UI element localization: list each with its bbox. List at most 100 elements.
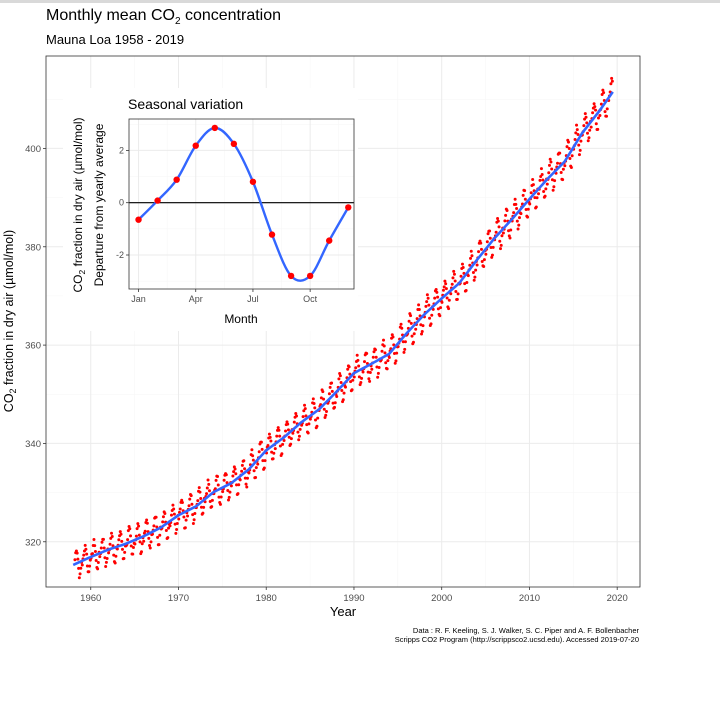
monthly-co2-point (474, 268, 478, 272)
monthly-co2-point (549, 160, 553, 164)
monthly-co2-point (129, 544, 133, 548)
monthly-co2-point (553, 179, 557, 183)
monthly-co2-point (403, 340, 407, 344)
monthly-co2-point (143, 529, 147, 533)
top-border (0, 0, 720, 3)
monthly-co2-point (587, 136, 591, 140)
seasonal-point (211, 124, 219, 132)
monthly-co2-point (488, 236, 492, 240)
monthly-co2-point (117, 538, 121, 542)
monthly-co2-point (498, 247, 502, 251)
monthly-co2-point (603, 110, 607, 114)
monthly-co2-point (247, 471, 251, 475)
monthly-co2-point (161, 515, 165, 519)
main-x-tick-label: 1990 (343, 593, 364, 604)
monthly-co2-point (112, 553, 116, 557)
monthly-co2-point (191, 522, 195, 526)
monthly-co2-point (529, 191, 533, 195)
monthly-co2-point (172, 507, 176, 511)
monthly-co2-point (105, 556, 109, 560)
monthly-co2-point (102, 546, 106, 550)
monthly-co2-point (251, 454, 255, 458)
monthly-co2-point (596, 116, 600, 120)
monthly-co2-point (515, 219, 519, 223)
monthly-co2-point (505, 209, 509, 213)
inset-x-tick-label: Oct (303, 294, 318, 304)
monthly-co2-point (243, 467, 247, 471)
monthly-co2-point (421, 324, 425, 328)
monthly-co2-point (168, 524, 172, 528)
monthly-co2-point (289, 437, 293, 441)
monthly-co2-point (82, 553, 86, 557)
main-y-tick-label: 320 (25, 537, 41, 548)
monthly-co2-point (390, 333, 394, 337)
monthly-co2-point (259, 440, 263, 444)
monthly-co2-point (489, 245, 493, 249)
monthly-co2-point (85, 564, 89, 568)
inset-plot-border (128, 118, 355, 290)
monthly-co2-point (137, 524, 141, 528)
monthly-co2-point (544, 187, 548, 191)
monthly-co2-point (276, 426, 280, 430)
monthly-co2-point (471, 271, 475, 275)
inset-y-tick-label: 2 (119, 145, 124, 155)
monthly-co2-point (180, 501, 184, 505)
main-x-tick-label: 2020 (607, 593, 628, 604)
main-x-tick-label: 1970 (168, 593, 189, 604)
monthly-co2-point (218, 502, 222, 506)
monthly-co2-point (598, 114, 602, 118)
monthly-co2-point (537, 192, 541, 196)
monthly-co2-point (167, 526, 171, 530)
monthly-co2-point (605, 107, 609, 111)
monthly-co2-point (382, 338, 386, 342)
monthly-co2-point (277, 428, 281, 432)
seasonal-point (154, 197, 161, 204)
monthly-co2-point (346, 367, 350, 371)
monthly-co2-point (231, 474, 235, 478)
monthly-co2-point (113, 561, 117, 565)
monthly-co2-point (163, 512, 167, 515)
monthly-co2-point (333, 401, 337, 405)
inset-y-tick-label: -2 (116, 250, 124, 260)
monthly-co2-point (131, 546, 135, 550)
monthly-co2-point (496, 217, 500, 220)
monthly-co2-point (242, 459, 246, 463)
monthly-co2-point (531, 178, 535, 182)
monthly-co2-point (322, 397, 326, 401)
monthly-co2-point (282, 439, 286, 443)
monthly-co2-point (145, 518, 149, 522)
monthly-co2-point (135, 527, 139, 531)
monthly-co2-point (356, 358, 360, 362)
monthly-co2-point (417, 308, 421, 312)
monthly-co2-point (77, 576, 81, 580)
monthly-co2-point (337, 377, 341, 381)
monthly-co2-point (110, 534, 114, 538)
monthly-co2-point (201, 511, 205, 515)
co2-trend-line (72, 91, 614, 567)
monthly-co2-point (210, 498, 214, 502)
monthly-co2-point (436, 307, 440, 311)
monthly-co2-point (136, 522, 140, 526)
main-panel-border (45, 55, 641, 588)
monthly-co2-point (429, 322, 433, 326)
monthly-co2-point (294, 411, 298, 415)
monthly-co2-point (594, 108, 598, 112)
monthly-co2-point (139, 550, 143, 554)
monthly-co2-point (182, 515, 186, 519)
monthly-co2-point (485, 240, 489, 244)
monthly-co2-point (523, 197, 527, 201)
monthly-co2-point (469, 256, 473, 260)
monthly-co2-point (233, 467, 237, 471)
monthly-co2-point (570, 154, 574, 158)
monthly-co2-point (207, 482, 211, 486)
monthly-co2-point (548, 157, 552, 161)
inset-x-tick-label: Jan (131, 294, 146, 304)
monthly-co2-point (115, 547, 119, 551)
monthly-co2-point (430, 313, 434, 317)
monthly-co2-point (477, 250, 481, 254)
monthly-co2-point (584, 115, 588, 119)
monthly-co2-point (589, 125, 593, 129)
monthly-co2-point (302, 409, 306, 413)
main-y-axis: 320 340 360 380 400 (25, 144, 46, 548)
monthly-co2-point (578, 148, 582, 152)
